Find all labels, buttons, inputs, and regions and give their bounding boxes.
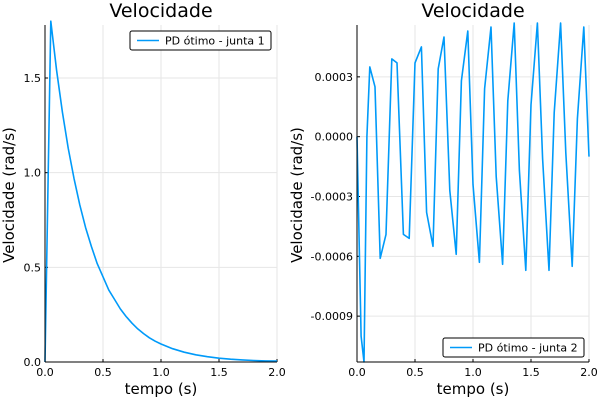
- series-line-right: [356, 22, 590, 363]
- y-tick-label-right-3: 0.0000: [315, 131, 354, 144]
- legend-box-left: [129, 30, 272, 51]
- subplot-left: Velocidade tempo (s) Velocidade (rad/s) …: [0, 0, 286, 398]
- x-tick-label-right-1: 0.5: [406, 366, 424, 379]
- x-tick-label-right-2: 1.0: [464, 366, 482, 379]
- y-tick-label-right-0: -0.0009: [311, 310, 353, 323]
- legend-label-right: PD ótimo - junta 2: [478, 342, 578, 355]
- legend-label-left: PD ótimo - junta 1: [165, 35, 265, 48]
- series-line-left: [44, 20, 278, 363]
- x-tick-label-left-3: 1.5: [210, 366, 228, 379]
- y-tick-label-right-4: 0.0003: [315, 71, 354, 84]
- y-axis-label-right: Velocidade (rad/s): [288, 127, 306, 263]
- chart-title-right: Velocidade: [421, 0, 524, 22]
- legend-right: PD ótimo - junta 2: [442, 337, 585, 358]
- y-tick-label-left-0: 0.0: [24, 356, 42, 369]
- x-tick-label-right-3: 1.5: [522, 366, 540, 379]
- y-tick-label-left-2: 1.0: [24, 167, 42, 180]
- legend-left: PD ótimo - junta 1: [129, 30, 272, 51]
- x-tick-label-right-0: 0.0: [348, 366, 366, 379]
- x-tick-label-left-0: 0.0: [36, 366, 54, 379]
- x-tick-label-left-4: 2.0: [268, 366, 286, 379]
- subplot-right: Velocidade tempo (s) Velocidade (rad/s) …: [288, 0, 598, 398]
- chart-title-left: Velocidade: [109, 0, 212, 22]
- ticks-left: 0.0 0.5 1.0 1.5 2.0 0.0 0.5 1.0 1.5: [24, 72, 286, 379]
- y-tick-label-right-1: -0.0006: [311, 250, 353, 263]
- y-tick-label-left-1: 0.5: [24, 261, 42, 274]
- y-axis-label-left: Velocidade (rad/s): [0, 127, 18, 263]
- ticks-right: 0.0 0.5 1.0 1.5 2.0 -0.0009 -0.0006 -0.0003 0.00…: [311, 71, 598, 379]
- x-axis-label-left: tempo (s): [125, 380, 198, 398]
- x-tick-label-right-4: 2.0: [580, 366, 598, 379]
- x-axis-label-right: tempo (s): [437, 380, 510, 398]
- x-tick-label-left-1: 0.5: [94, 366, 112, 379]
- legend-box-right: [442, 337, 585, 358]
- y-tick-label-left-3: 1.5: [24, 72, 42, 85]
- y-tick-label-right-2: -0.0003: [311, 190, 353, 203]
- x-tick-label-left-2: 1.0: [152, 366, 170, 379]
